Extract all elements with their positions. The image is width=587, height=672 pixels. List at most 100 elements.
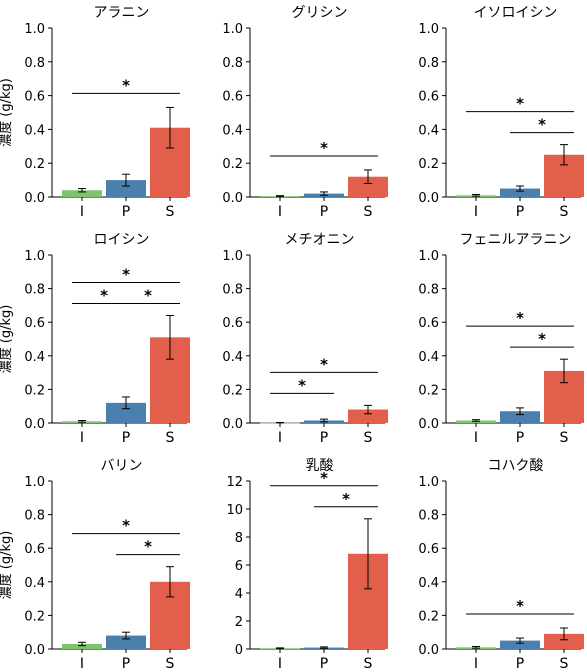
y-tick-label: 0.0 (418, 417, 439, 432)
y-tick-label: 10 (226, 503, 243, 518)
y-tick-label: 1.0 (24, 249, 45, 264)
y-tick-label: 1.0 (418, 475, 439, 490)
chart-panel-8: 乳酸 0 2 4 6 8 10 12 I P S * * (226, 458, 388, 672)
y-tick-label: 0.8 (24, 283, 45, 298)
x-tick-label: P (320, 656, 328, 672)
chart-panel-4: ロイシン 0.0 0.2 0.4 0.6 0.8 1.0 濃度 (g/kg) I P S * * * (0, 232, 190, 446)
y-tick-label: 0.2 (222, 383, 243, 398)
y-tick-label: 0.4 (418, 576, 439, 591)
bar-P (500, 411, 540, 423)
x-tick-label: I (278, 430, 282, 446)
x-tick-label: I (474, 430, 478, 446)
significance-star: * (538, 116, 546, 134)
x-tick-label: S (560, 430, 569, 446)
chart-panel-6: フェニルアラニン 0.0 0.2 0.4 0.6 0.8 1.0 I P S * * (418, 232, 584, 446)
x-tick-label: S (166, 656, 175, 672)
y-tick-label: 1.0 (418, 22, 439, 37)
significance-star: * (538, 330, 546, 348)
x-tick-label: S (560, 204, 569, 220)
y-tick-label: 0 (235, 643, 243, 658)
y-tick-label: 12 (226, 475, 243, 490)
x-tick-label: P (516, 204, 524, 220)
y-tick-label: 0.6 (418, 90, 439, 105)
y-tick-label: 0.4 (24, 576, 45, 591)
x-tick-label: S (166, 204, 175, 220)
x-tick-label: S (560, 656, 569, 672)
chart-panel-5: メチオニン 0.0 0.2 0.4 0.6 0.8 1.0 I P S * * (222, 232, 388, 446)
y-tick-label: 0.2 (24, 383, 45, 398)
x-tick-label: S (166, 430, 175, 446)
significance-star: * (122, 517, 130, 535)
significance-star: * (516, 95, 524, 113)
x-tick-label: I (80, 204, 84, 220)
bar-P (500, 640, 540, 649)
x-tick-label: I (80, 656, 84, 672)
y-tick-label: 4 (235, 587, 243, 602)
chart-title: ロイシン (94, 232, 150, 248)
y-axis-label: 濃度 (g/kg) (0, 78, 14, 147)
y-tick-label: 0.2 (24, 157, 45, 172)
y-tick-label: 8 (235, 531, 243, 546)
y-tick-label: 0.0 (24, 643, 45, 658)
bar-P (106, 402, 146, 423)
x-tick-label: P (320, 204, 328, 220)
y-tick-label: 0.0 (418, 643, 439, 658)
y-tick-label: 0.2 (24, 609, 45, 624)
y-tick-label: 1.0 (24, 22, 45, 37)
x-tick-label: P (122, 204, 130, 220)
y-tick-label: 0.0 (418, 191, 439, 206)
y-tick-label: 0.0 (222, 191, 243, 206)
x-tick-label: P (516, 656, 524, 672)
y-tick-label: 0.4 (418, 350, 439, 365)
y-tick-label: 1.0 (222, 22, 243, 37)
significance-star: * (122, 76, 130, 94)
x-tick-label: S (364, 656, 373, 672)
significance-star: * (320, 139, 328, 157)
y-tick-label: 0.4 (418, 123, 439, 138)
chart-panel-9: コハク酸 0.0 0.2 0.4 0.6 0.8 1.0 I P S * (418, 458, 584, 672)
y-tick-label: 0.0 (24, 417, 45, 432)
chart-title: イソロイシン (474, 5, 558, 21)
y-tick-label: 6 (235, 559, 243, 574)
x-tick-label: I (80, 430, 84, 446)
x-tick-label: I (278, 204, 282, 220)
y-tick-label: 2 (235, 615, 243, 630)
chart-title: 乳酸 (306, 458, 334, 474)
chart-panel-2: グリシン 0.0 0.2 0.4 0.6 0.8 1.0 I P S * (222, 5, 388, 220)
significance-star: * (342, 490, 350, 508)
y-tick-label: 0.8 (418, 283, 439, 298)
significance-star: * (122, 265, 130, 283)
x-tick-label: I (278, 656, 282, 672)
y-tick-label: 0.2 (418, 157, 439, 172)
x-tick-label: P (122, 430, 130, 446)
x-tick-label: I (474, 656, 478, 672)
significance-star: * (144, 538, 152, 556)
bar-P (106, 180, 146, 197)
y-tick-label: 0.8 (418, 509, 439, 524)
bar-S (348, 409, 388, 423)
chart-title: アラニン (94, 5, 150, 21)
y-axis-label: 濃度 (g/kg) (0, 531, 14, 600)
y-tick-label: 1.0 (222, 249, 243, 264)
y-tick-label: 0.2 (418, 609, 439, 624)
y-tick-label: 1.0 (24, 475, 45, 490)
chart-title: グリシン (292, 5, 348, 21)
y-tick-label: 0.8 (24, 509, 45, 524)
y-axis-label: 濃度 (g/kg) (0, 305, 14, 374)
significance-star: * (320, 469, 328, 487)
chart-panel-3: イソロイシン 0.0 0.2 0.4 0.6 0.8 1.0 I P S * * (418, 5, 584, 220)
significance-star: * (100, 286, 108, 304)
y-tick-label: 0.6 (24, 542, 45, 557)
y-tick-label: 0.6 (222, 316, 243, 331)
bar-S (544, 633, 584, 649)
y-tick-label: 1.0 (418, 249, 439, 264)
chart-title: コハク酸 (488, 458, 544, 474)
y-tick-label: 0.6 (222, 90, 243, 105)
x-tick-label: P (122, 656, 130, 672)
y-tick-label: 0.8 (24, 56, 45, 71)
bar-I (62, 643, 102, 649)
y-tick-label: 0.2 (222, 157, 243, 172)
x-tick-label: I (474, 204, 478, 220)
y-tick-label: 0.2 (418, 383, 439, 398)
